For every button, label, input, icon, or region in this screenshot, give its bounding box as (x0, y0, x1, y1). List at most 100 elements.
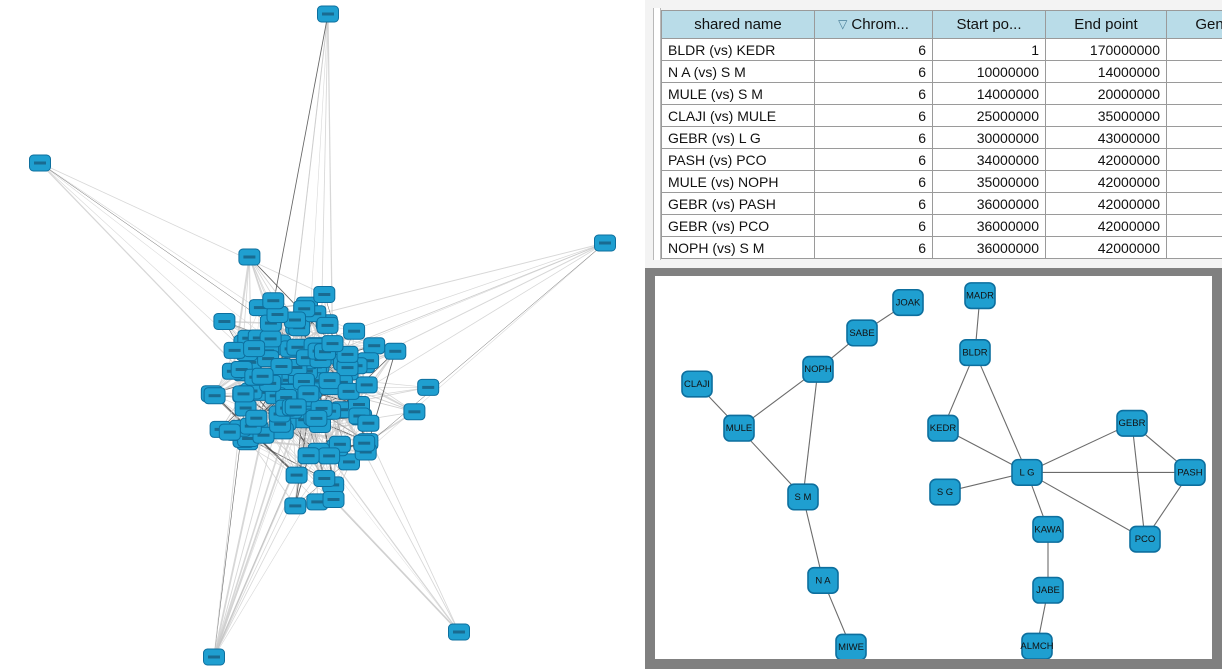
hairball-node[interactable] (313, 286, 336, 303)
table-row[interactable]: CLAJI (vs) MULE625000000350000005.9 (662, 104, 1222, 127)
subnetwork-node[interactable]: ALMCH (1020, 632, 1054, 659)
table-row[interactable]: PASH (vs) PCO6340000004200000011.4 (662, 148, 1222, 171)
node-label (297, 380, 310, 383)
subnetwork-node[interactable]: L G (1011, 458, 1043, 486)
subnetwork-edge[interactable] (1026, 471, 1146, 540)
hairball-edge[interactable] (214, 395, 318, 503)
hairball-node[interactable] (245, 409, 268, 427)
hairball-node[interactable] (313, 470, 336, 487)
subnetwork-node[interactable]: JABE (1032, 576, 1064, 604)
subnetwork-node[interactable]: MULE (723, 414, 755, 442)
subnetwork-node[interactable]: KEDR (927, 414, 959, 442)
hairball-node[interactable] (321, 335, 344, 353)
subnetwork-node[interactable]: MADR (964, 282, 996, 310)
hairball-edge[interactable] (245, 407, 460, 633)
table-row[interactable]: BLDR (vs) KEDR61170000000192.0 (662, 38, 1222, 61)
table-row[interactable]: GEBR (vs) L G6300000004300000016.9 (662, 126, 1222, 149)
table-row[interactable]: NOPH (vs) S M636000000420000009.9 (662, 236, 1222, 259)
vertical-scrollbar[interactable] (653, 8, 661, 260)
hairball-node[interactable] (403, 403, 426, 421)
table-row[interactable]: MULE (vs) S M614000000200000007.5 (662, 82, 1222, 105)
hairball-node[interactable] (384, 342, 407, 360)
hairball-node[interactable] (285, 466, 308, 484)
subnetwork-canvas[interactable]: JOAK MADR SABE BLDR NOPH CLAJI GEBR KEDR MULE L G… (655, 276, 1212, 659)
node-label: N A (815, 574, 831, 585)
subnetwork-edge[interactable] (802, 369, 819, 498)
hairball-edge[interactable] (213, 408, 323, 658)
column-header-chrom[interactable]: ▽ Chrom... (814, 11, 933, 39)
hairball-node[interactable] (343, 322, 366, 340)
subnetwork-node[interactable]: GEBR (1116, 409, 1148, 437)
hairball-edge[interactable] (213, 455, 309, 658)
column-header-end[interactable]: End point (1045, 11, 1167, 39)
hairball-node[interactable] (284, 497, 307, 515)
hairball-node[interactable] (284, 398, 307, 416)
node-label (343, 460, 355, 464)
subnetwork-node[interactable]: N A (807, 566, 839, 594)
column-header-genetic[interactable]: Genetic... (1166, 11, 1222, 39)
hairball-node[interactable] (29, 154, 51, 172)
hairball-node[interactable] (262, 292, 285, 310)
hairball-network-canvas[interactable] (0, 0, 645, 669)
hairball-node[interactable] (316, 316, 339, 334)
hairball-node[interactable] (297, 447, 320, 465)
subnetwork-node[interactable]: PASH (1174, 458, 1206, 486)
subnetwork-edge[interactable] (1131, 423, 1146, 540)
hairball-node[interactable] (203, 387, 226, 405)
hairball-node[interactable] (297, 385, 320, 403)
hairball-node[interactable] (417, 378, 440, 396)
hairball-node[interactable] (355, 376, 378, 394)
hairball-node[interactable] (353, 434, 376, 452)
hairball-node[interactable] (318, 447, 341, 465)
subnetwork-node[interactable]: CLAJI (681, 370, 713, 398)
hairball-node[interactable] (594, 234, 616, 252)
cell-shared_name: CLAJI (vs) MULE (662, 104, 815, 127)
association-table[interactable]: shared name ▽ Chrom... Start po... End point… (661, 10, 1222, 259)
hairball-node[interactable] (238, 248, 261, 266)
hairball-network-panel[interactable] (0, 0, 645, 669)
hairball-node[interactable] (270, 358, 293, 375)
hairball-node[interactable] (232, 385, 255, 403)
node-label (599, 241, 611, 245)
subnetwork-node[interactable]: S G (929, 478, 961, 506)
table-row[interactable]: GEBR (vs) PCO636000000420000008.4 (662, 214, 1222, 237)
subnetwork-node[interactable]: SABE (846, 319, 878, 347)
table-row[interactable]: N A (vs) S M610000000140000006.6 (662, 60, 1222, 83)
hairball-edge[interactable] (213, 407, 294, 658)
hairball-node[interactable] (243, 340, 266, 358)
hairball-edge[interactable] (39, 162, 247, 353)
hairball-node[interactable] (218, 423, 241, 441)
subnetwork-node[interactable]: JOAK (892, 288, 924, 317)
hairball-edge[interactable] (320, 242, 606, 360)
hairball-edge[interactable] (39, 162, 325, 295)
subnetwork-edge[interactable] (1026, 422, 1133, 473)
hairball-node[interactable] (363, 337, 386, 355)
subnetwork-node[interactable]: KAWA (1032, 515, 1064, 543)
hairball-node[interactable] (305, 409, 328, 427)
hairball-node[interactable] (223, 341, 246, 359)
hairball-node[interactable] (203, 648, 225, 666)
hairball-node[interactable] (357, 414, 380, 432)
hairball-edge[interactable] (367, 242, 606, 362)
subnetwork-edge[interactable] (974, 352, 1028, 473)
subnetwork-canvas-area[interactable]: JOAK MADR SABE BLDR NOPH CLAJI GEBR KEDR MULE L G… (655, 276, 1212, 659)
subnetwork-node[interactable]: MIWE (835, 633, 867, 659)
hairball-node[interactable] (213, 313, 236, 330)
hairball-edge[interactable] (294, 242, 606, 321)
hairball-node[interactable] (318, 372, 341, 390)
subnetwork-node[interactable]: NOPH (802, 355, 834, 383)
subnetwork-node[interactable]: BLDR (959, 339, 991, 367)
column-header-shared_name[interactable]: shared name (662, 11, 815, 39)
node-label: S G (937, 486, 953, 497)
hairball-node[interactable] (322, 491, 345, 508)
table-row[interactable]: GEBR (vs) PASH636000000420000008.9 (662, 192, 1222, 215)
hairball-edge[interactable] (358, 351, 396, 405)
hairball-node[interactable] (317, 5, 339, 23)
column-header-start[interactable]: Start po... (932, 11, 1046, 39)
hairball-node[interactable] (448, 623, 470, 641)
subnetwork-node[interactable]: PCO (1129, 525, 1161, 553)
subnetwork-edge[interactable] (802, 496, 824, 581)
hairball-node[interactable] (251, 367, 274, 385)
subnetwork-node[interactable]: S M (787, 483, 819, 511)
table-row[interactable]: MULE (vs) NOPH6350000004200000010.5 (662, 170, 1222, 193)
